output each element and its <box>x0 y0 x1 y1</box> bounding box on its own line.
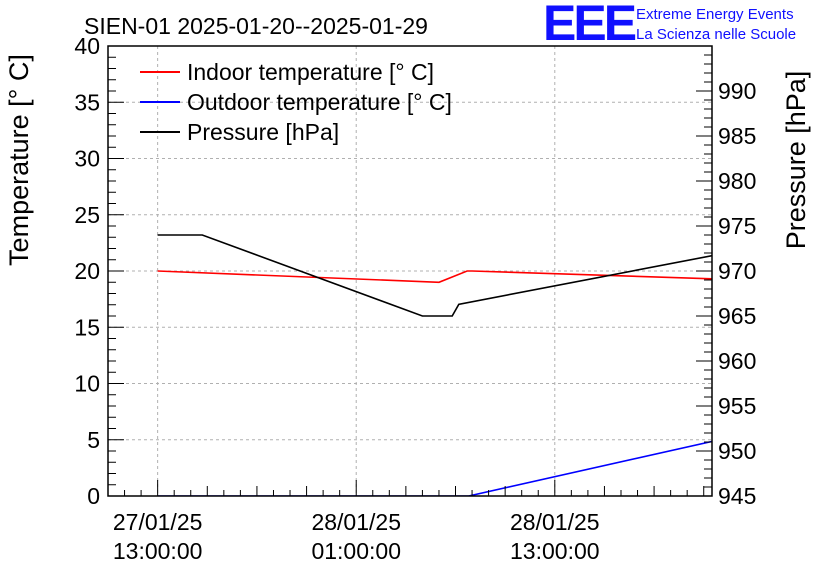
y-tick-label: 15 <box>74 314 100 340</box>
y2-tick-label: 960 <box>718 348 756 374</box>
y2-tick-label: 955 <box>718 393 756 419</box>
eee-logo: EEE Extreme Energy Events La Scienza nel… <box>543 0 796 51</box>
y-tick-label: 20 <box>74 258 100 284</box>
y-tick-label: 30 <box>74 146 100 172</box>
x-tick-label-date: 27/01/25 <box>113 509 203 535</box>
y-tick-label: 0 <box>87 483 100 509</box>
y-tick-label: 25 <box>74 202 100 228</box>
x-tick-label-time: 01:00:00 <box>311 538 401 564</box>
x-tick-label-time: 13:00:00 <box>113 538 203 564</box>
x-tick-label-time: 13:00:00 <box>510 538 600 564</box>
y2-tick-label: 970 <box>718 258 756 284</box>
legend-label: Pressure [hPa] <box>187 119 339 145</box>
logo-mark: EEE <box>543 0 636 51</box>
series-line <box>157 440 712 496</box>
y-tick-label: 40 <box>74 33 100 59</box>
grid <box>108 46 712 496</box>
chart-title: SIEN-01 2025-01-20--2025-01-29 <box>84 13 428 39</box>
series-line <box>157 234 712 317</box>
series-line <box>157 270 712 284</box>
legend-label: Indoor temperature [° C] <box>187 59 434 85</box>
y2-tick-label: 980 <box>718 168 756 194</box>
legend: Indoor temperature [° C] Outdoor temperat… <box>140 59 452 145</box>
y-tick-label: 35 <box>74 89 100 115</box>
logo-line2: La Scienza nelle Scuole <box>636 26 796 43</box>
y-axis-title: Temperature [° C] <box>4 54 34 266</box>
x-tick-label-date: 28/01/25 <box>311 509 401 535</box>
y-tick-label: 10 <box>74 371 100 397</box>
axes: 0 5 10 15 20 25 30 35 40 945 950 955 960 965 970 975 980… <box>74 33 756 564</box>
y2-tick-label: 945 <box>718 483 756 509</box>
y2-tick-label: 990 <box>718 78 756 104</box>
y2-tick-label: 985 <box>718 123 756 149</box>
y2-tick-label: 950 <box>718 438 756 464</box>
y2-axis-title: Pressure [hPa] <box>781 71 811 250</box>
legend-label: Outdoor temperature [° C] <box>187 89 452 115</box>
y-tick-label: 5 <box>87 427 100 453</box>
y2-tick-label: 965 <box>718 303 756 329</box>
y2-tick-label: 975 <box>718 213 756 239</box>
series-layer <box>157 234 712 496</box>
x-tick-label-date: 28/01/25 <box>510 509 600 535</box>
logo-line1: Extreme Energy Events <box>636 6 794 23</box>
